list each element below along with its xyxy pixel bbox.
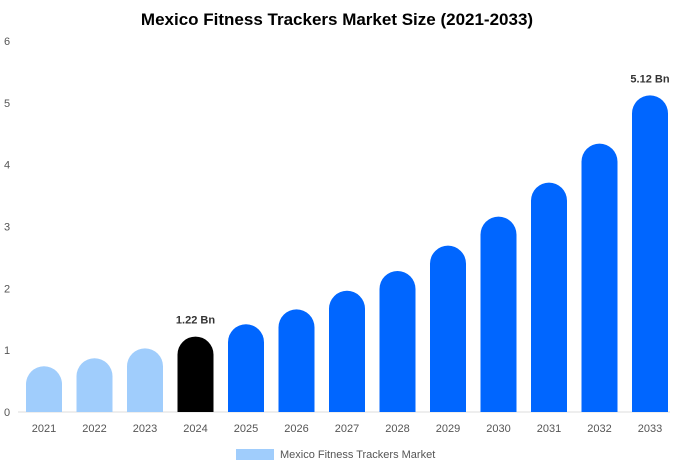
legend-swatch xyxy=(236,449,274,460)
x-tick-label: 2024 xyxy=(183,423,207,435)
bar-2031[interactable] xyxy=(531,182,567,412)
legend-label: Mexico Fitness Trackers Market xyxy=(280,449,435,461)
x-tick-label: 2023 xyxy=(133,423,157,435)
bar-2023[interactable] xyxy=(127,348,163,412)
x-tick-label: 2021 xyxy=(32,423,56,435)
bar-2030[interactable] xyxy=(480,216,517,412)
x-tick-label: 2027 xyxy=(335,423,359,435)
chart-title: Mexico Fitness Trackers Market Size (202… xyxy=(141,10,533,29)
x-tick-label: 2031 xyxy=(537,423,561,435)
bar-2032[interactable] xyxy=(581,143,618,413)
x-tick-label: 2028 xyxy=(385,423,409,435)
x-tick-label: 2026 xyxy=(284,423,308,435)
y-tick-label: 0 xyxy=(4,407,10,419)
data-label: 5.12 Bn xyxy=(630,73,669,85)
x-tick-label: 2029 xyxy=(436,423,460,435)
y-axis: 0 1 2 3 4 5 6 xyxy=(4,36,10,419)
x-tick-label: 2025 xyxy=(234,423,258,435)
x-axis: 2021 2022 2023 2024 2025 2026 2027 2028 2029 2030… xyxy=(32,423,662,435)
y-tick-label: 3 xyxy=(4,222,10,234)
bar-2021[interactable] xyxy=(26,366,62,412)
x-tick-label: 2033 xyxy=(638,423,662,435)
data-label: 1.22 Bn xyxy=(176,315,215,327)
x-tick-label: 2032 xyxy=(587,423,611,435)
bar-2033[interactable] xyxy=(632,95,668,412)
x-tick-label: 2022 xyxy=(82,423,106,435)
y-tick-label: 2 xyxy=(4,283,10,295)
bar-2026[interactable] xyxy=(278,309,315,412)
bar-2029[interactable] xyxy=(430,245,466,412)
y-tick-label: 5 xyxy=(4,98,10,110)
y-tick-label: 1 xyxy=(4,345,10,357)
bar-2024[interactable] xyxy=(177,336,214,412)
bar-2022[interactable] xyxy=(76,358,113,412)
bar-2027[interactable] xyxy=(329,290,365,412)
x-tick-label: 2030 xyxy=(486,423,510,435)
y-tick-label: 6 xyxy=(4,36,10,48)
bar-2028[interactable] xyxy=(379,271,416,412)
bars: 1.22 Bn 5.12 Bn xyxy=(26,73,670,413)
legend[interactable]: Mexico Fitness Trackers Market xyxy=(236,449,435,461)
bar-2025[interactable] xyxy=(228,324,264,412)
y-tick-label: 4 xyxy=(4,160,10,172)
